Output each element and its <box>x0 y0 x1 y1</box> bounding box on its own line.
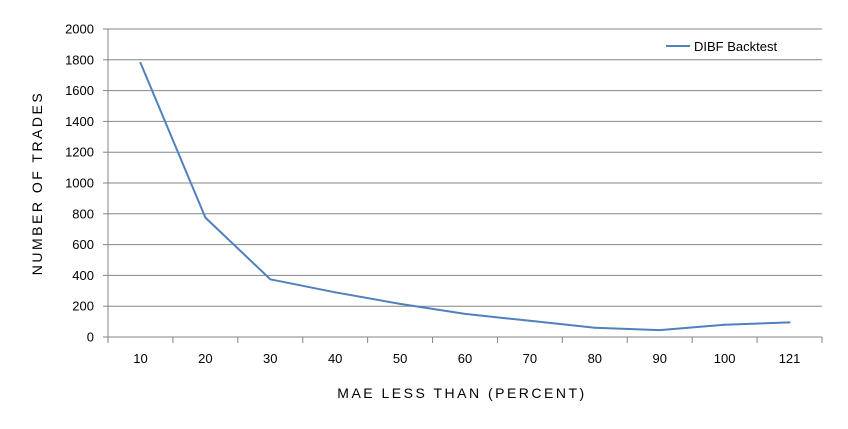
x-tick-label: 50 <box>393 351 407 366</box>
y-tick-label: 1800 <box>65 52 94 67</box>
data-point <box>788 321 791 324</box>
data-point <box>269 278 272 281</box>
x-tick-label: 60 <box>458 351 472 366</box>
y-tick-label: 1000 <box>65 176 94 191</box>
data-point <box>464 312 466 315</box>
legend: DIBF Backtest <box>666 39 777 54</box>
y-axis-title: NUMBER OF TRADES <box>29 91 45 275</box>
data-point <box>528 319 531 322</box>
x-tick-label: 90 <box>652 351 666 366</box>
data-point <box>723 323 726 326</box>
x-tick-label: 30 <box>263 351 277 366</box>
x-axis-title: MAE LESS THAN (PERCENT) <box>337 385 586 401</box>
y-tick-label: 0 <box>87 330 94 345</box>
data-point <box>139 61 142 64</box>
y-axis-ticks: 0 200 400 600 800 1000 1200 1400 1600 1800 2000 <box>65 22 108 345</box>
y-tick-label: 600 <box>72 237 94 252</box>
gridlines <box>108 28 822 307</box>
y-tick-label: 800 <box>72 206 94 221</box>
x-tick-label: 10 <box>133 351 147 366</box>
series-line <box>139 62 790 332</box>
x-tick-label: 70 <box>523 351 537 366</box>
y-tick-label: 1200 <box>65 145 94 160</box>
x-tick-label: 100 <box>714 351 736 366</box>
data-point <box>399 302 402 305</box>
x-tick-label: 121 <box>779 351 801 366</box>
legend-label: DIBF Backtest <box>694 39 777 54</box>
x-tick-label: 80 <box>588 351 602 366</box>
series-group <box>139 61 791 332</box>
y-tick-label: 1400 <box>65 114 94 129</box>
x-tick-label: 40 <box>328 351 342 366</box>
y-tick-label: 400 <box>72 268 94 283</box>
data-point <box>204 216 207 219</box>
y-tick-label: 1600 <box>65 83 94 98</box>
data-point <box>593 326 596 329</box>
data-point <box>658 329 661 332</box>
x-axis-ticks: 10 20 30 40 50 60 70 80 90 100 121 <box>107 337 823 366</box>
y-tick-label: 200 <box>72 299 94 314</box>
y-tick-label: 2000 <box>65 22 94 37</box>
x-tick-label: 20 <box>198 351 212 366</box>
data-point <box>334 291 337 294</box>
